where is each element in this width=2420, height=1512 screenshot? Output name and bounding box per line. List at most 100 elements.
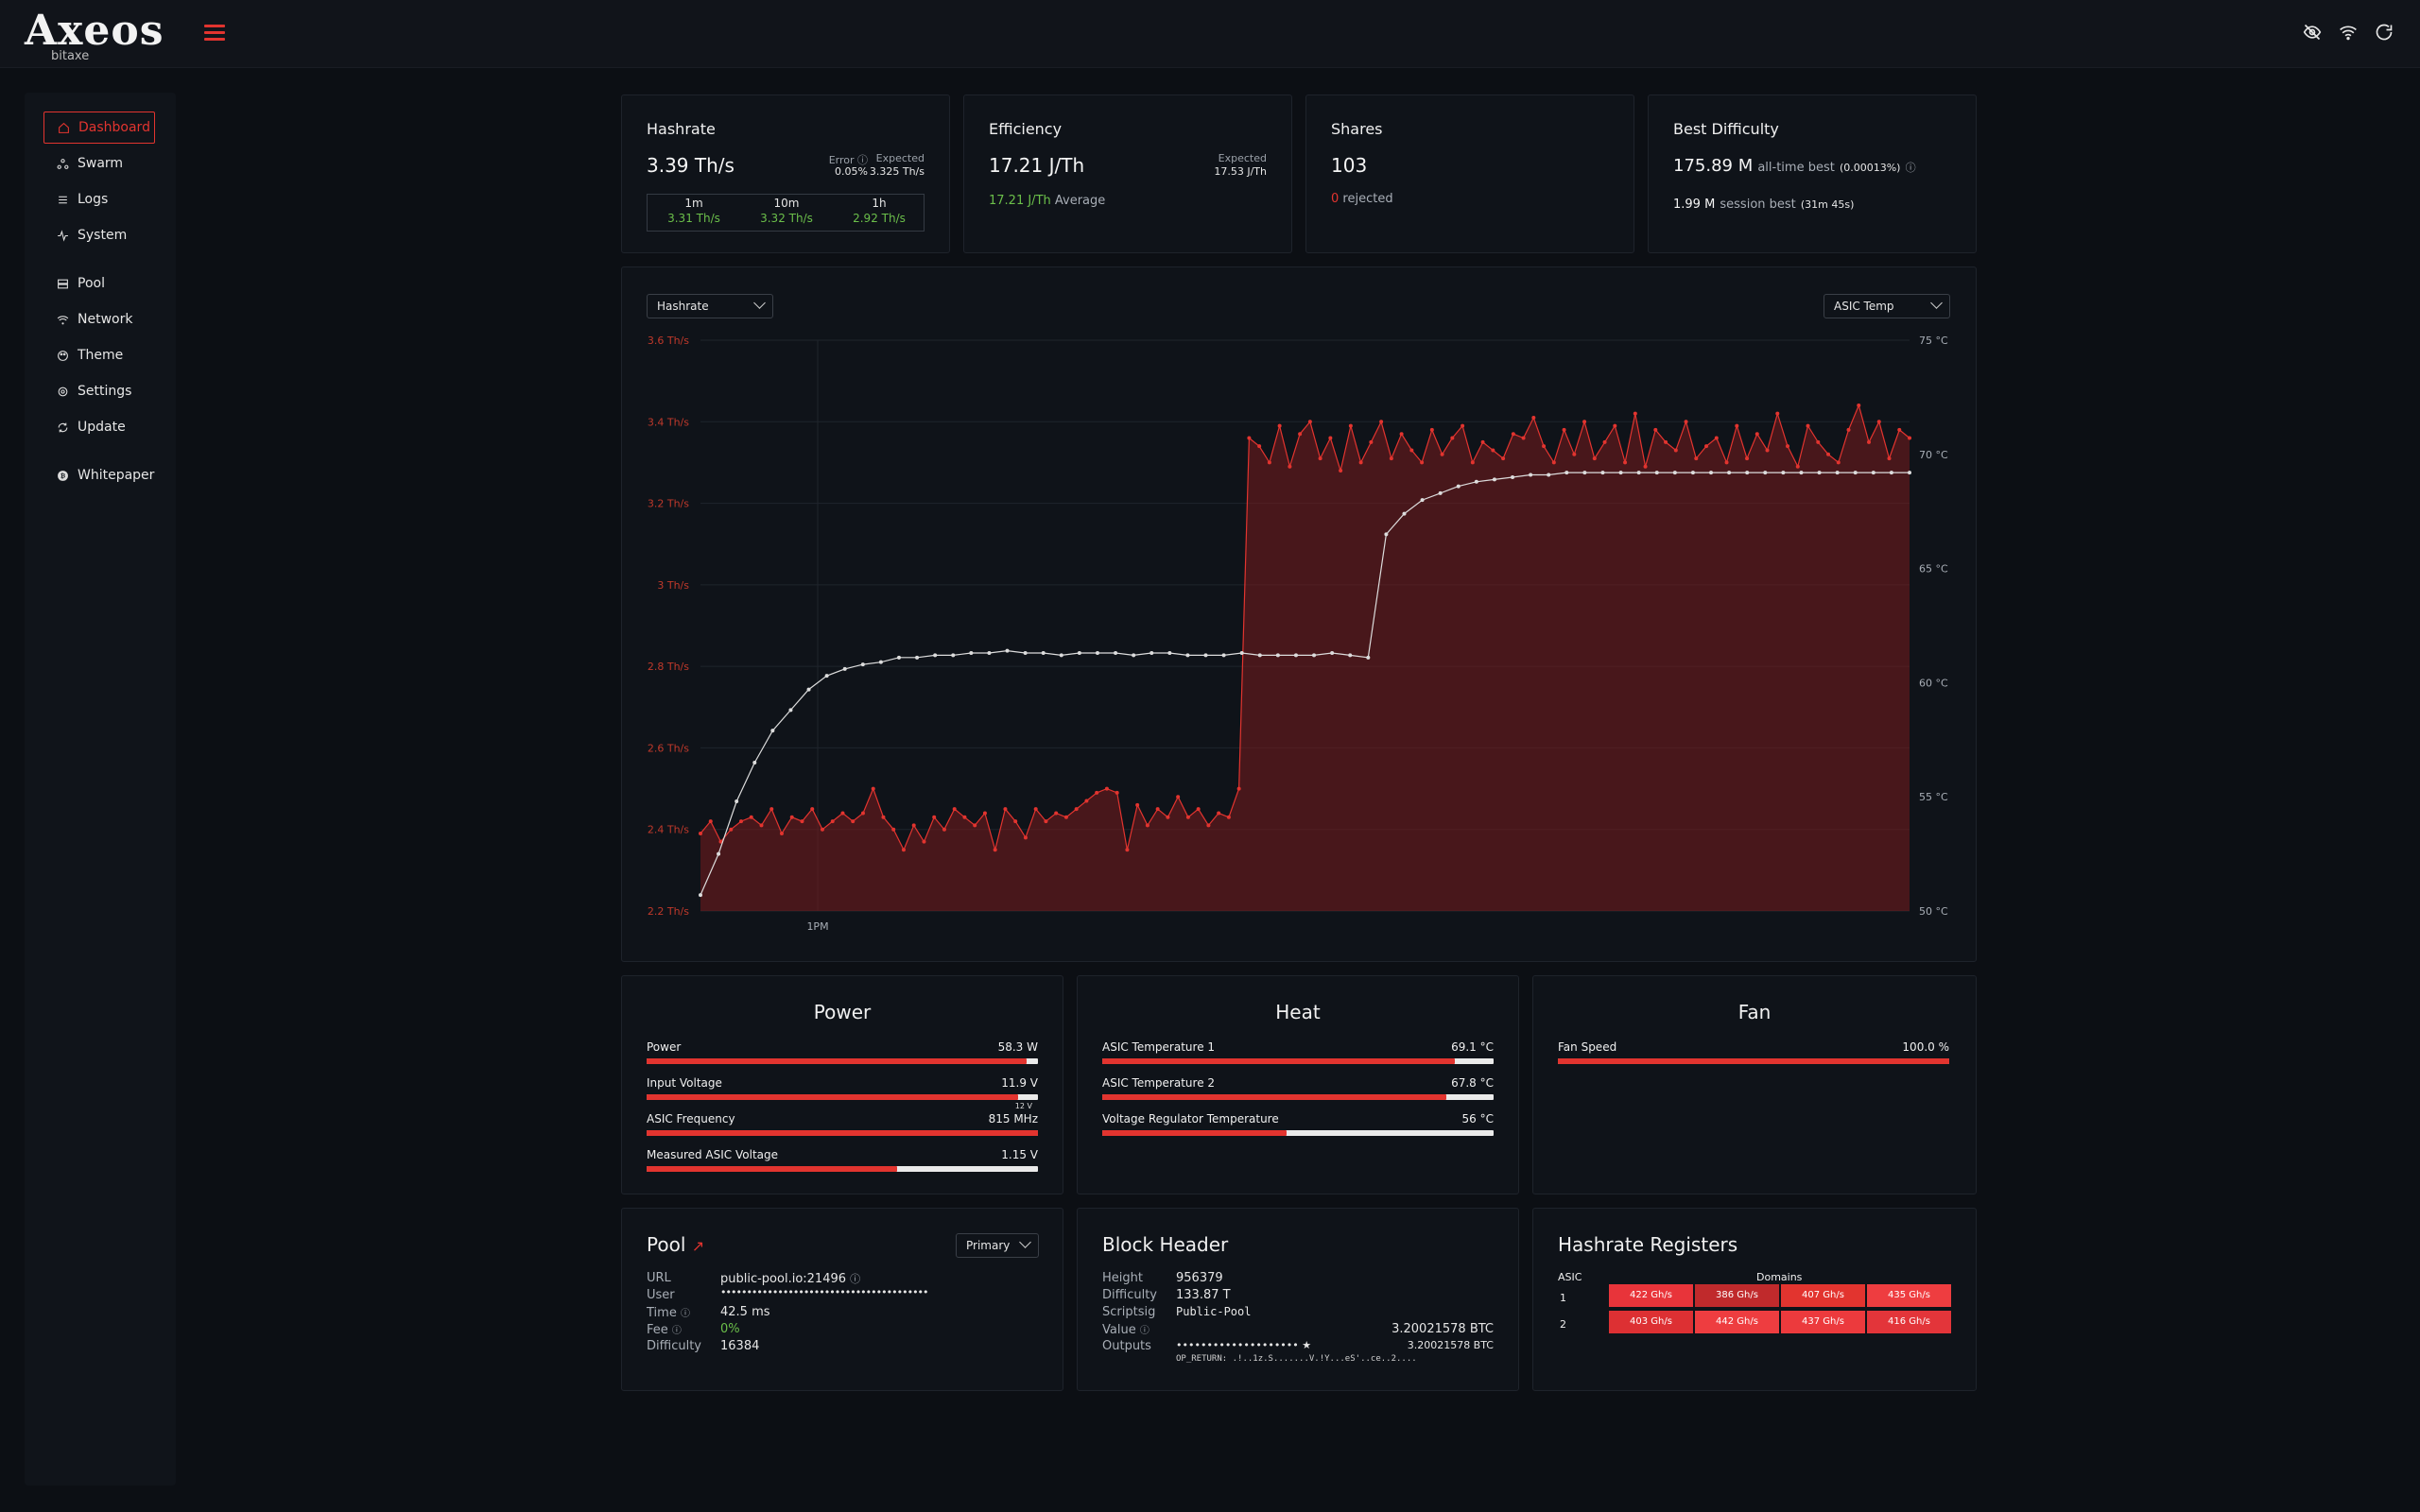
hashrate-point bbox=[1399, 432, 1404, 437]
hashrate-point bbox=[1176, 795, 1181, 799]
hashrate-point bbox=[1461, 423, 1465, 428]
server-icon bbox=[58, 279, 68, 288]
temperature-point bbox=[1420, 498, 1425, 503]
hashrate-point bbox=[1288, 464, 1292, 469]
hashrate-point bbox=[1795, 464, 1800, 469]
hashrate-point bbox=[1511, 432, 1515, 437]
hashrate-point bbox=[911, 823, 916, 828]
refresh-icon[interactable] bbox=[2375, 23, 2394, 42]
alltime-best: 175.89 M all-time best (0.00013%) ⓘ bbox=[1673, 156, 1916, 176]
temperature-point bbox=[1474, 479, 1478, 484]
height-value: 956379 bbox=[1176, 1271, 1223, 1285]
hashrate-temp-chart: 3.6 Th/s 3.4 Th/s 3.2 Th/s 3 Th/s 2.8 Th/s 2.… bbox=[648, 335, 1948, 933]
hashrate-point bbox=[1765, 448, 1770, 453]
sidebar-item-whitepaper[interactable]: ₿ Whitepaper bbox=[43, 459, 155, 491]
chart-left-select[interactable]: Hashrate bbox=[647, 294, 773, 318]
temperature-point bbox=[1853, 471, 1858, 475]
temperature-point bbox=[915, 655, 920, 660]
domains-header: Domains bbox=[1756, 1271, 1803, 1283]
hashrate-point bbox=[1684, 420, 1688, 424]
hashrate-point bbox=[1095, 790, 1099, 795]
hashrate-point bbox=[1714, 436, 1719, 440]
power-value: 815 MHz bbox=[988, 1112, 1038, 1125]
temperature-point bbox=[1908, 471, 1911, 475]
power-value: 58.3 W bbox=[997, 1040, 1038, 1054]
external-link-icon[interactable]: ↗ bbox=[691, 1237, 705, 1255]
sidebar-item-system[interactable]: System bbox=[43, 219, 155, 251]
heat-progress-bar bbox=[1102, 1058, 1494, 1064]
hamburger-menu-icon[interactable] bbox=[204, 25, 225, 43]
fan-progress-bar bbox=[1558, 1058, 1949, 1064]
temperature-point bbox=[735, 799, 739, 804]
temperature-point bbox=[969, 650, 974, 655]
power-progress-bar bbox=[647, 1166, 1038, 1172]
temperature-point bbox=[1456, 484, 1461, 489]
sidebar-item-pool[interactable]: Pool bbox=[43, 267, 155, 300]
hashrate-point bbox=[993, 848, 997, 852]
hashrate-point bbox=[718, 839, 723, 844]
temperature-point bbox=[806, 687, 811, 692]
power-card: Power Power 58.3 W Input Voltage 11.9 V 12 V… bbox=[621, 975, 1063, 1194]
sidebar-item-theme[interactable]: Theme bbox=[43, 339, 155, 371]
temperature-point bbox=[1384, 532, 1389, 537]
heat-progress-fill bbox=[1102, 1130, 1287, 1136]
temperature-point bbox=[1582, 471, 1587, 475]
sidebar-item-label: Settings bbox=[78, 384, 132, 399]
temperature-point bbox=[752, 760, 757, 765]
hashrate-point bbox=[1044, 819, 1048, 824]
eye-off-icon[interactable] bbox=[2303, 23, 2322, 42]
sidebar-item-swarm[interactable]: Swarm bbox=[43, 147, 155, 180]
temperature-point bbox=[1275, 653, 1280, 658]
sidebar-item-settings[interactable]: Settings bbox=[43, 375, 155, 407]
y-right-tick-label: 70 °C bbox=[1919, 449, 1948, 461]
chart-right-select[interactable]: ASIC Temp bbox=[1824, 294, 1950, 318]
session-best: 1.99 M session best (31m 45s) bbox=[1673, 198, 1855, 212]
logo: Axeos bbox=[25, 9, 164, 53]
hashrate-point bbox=[1816, 439, 1821, 444]
swarm-icon bbox=[57, 158, 69, 169]
hashrate-point bbox=[1348, 423, 1353, 428]
temperature-point bbox=[1023, 650, 1028, 655]
temperature-point bbox=[717, 851, 721, 856]
wifi-icon bbox=[57, 315, 69, 324]
hashrate-point bbox=[1003, 807, 1008, 812]
hashrate-point bbox=[1196, 807, 1201, 812]
temperature-point bbox=[1781, 471, 1786, 475]
power-label: Measured ASIC Voltage bbox=[647, 1148, 779, 1161]
temperature-point bbox=[788, 708, 793, 713]
temperature-point bbox=[1600, 471, 1605, 475]
hashrate-point bbox=[1440, 452, 1444, 456]
register-cell: 442 Gh/s bbox=[1695, 1311, 1779, 1333]
sync-icon bbox=[58, 422, 68, 432]
temperature-point bbox=[699, 893, 702, 898]
sidebar-item-dashboard[interactable]: Dashboard bbox=[43, 112, 155, 144]
hashrate-point bbox=[952, 807, 957, 812]
sidebar-item-update[interactable]: Update bbox=[43, 411, 155, 443]
value-value: 3.20021578 BTC bbox=[1392, 1322, 1494, 1336]
wifi-icon[interactable] bbox=[2339, 23, 2358, 42]
temperature-point bbox=[1150, 650, 1154, 655]
hashrate-point bbox=[1633, 411, 1637, 416]
hashrate-title: Hashrate bbox=[647, 120, 716, 138]
hashrate-point bbox=[922, 839, 926, 844]
temperature-point bbox=[1402, 511, 1407, 516]
hashrate-point bbox=[1521, 436, 1526, 440]
pool-time-value: 42.5 ms bbox=[720, 1305, 770, 1319]
power-value: 11.9 V bbox=[1001, 1076, 1038, 1090]
hashrate-point bbox=[1664, 439, 1668, 444]
pool-select[interactable]: Primary bbox=[956, 1233, 1039, 1258]
fan-value: 100.0 % bbox=[1902, 1040, 1949, 1054]
hashrate-point bbox=[1623, 460, 1628, 465]
sidebar-item-network[interactable]: Network bbox=[43, 303, 155, 335]
hashrate-point bbox=[891, 827, 896, 832]
hashrate-point bbox=[1846, 427, 1851, 432]
logo-text: Axeos bbox=[25, 7, 164, 55]
fan-title: Fan bbox=[1737, 1001, 1772, 1023]
hashrate-point bbox=[1063, 815, 1068, 819]
temperature-point bbox=[1709, 471, 1714, 475]
temperature-point bbox=[1239, 650, 1244, 655]
hashrate-point bbox=[942, 827, 946, 832]
top-bar: Axeos bitaxe bbox=[0, 0, 2420, 68]
sidebar-item-logs[interactable]: Logs bbox=[43, 183, 155, 215]
temperature-point bbox=[1618, 471, 1623, 475]
